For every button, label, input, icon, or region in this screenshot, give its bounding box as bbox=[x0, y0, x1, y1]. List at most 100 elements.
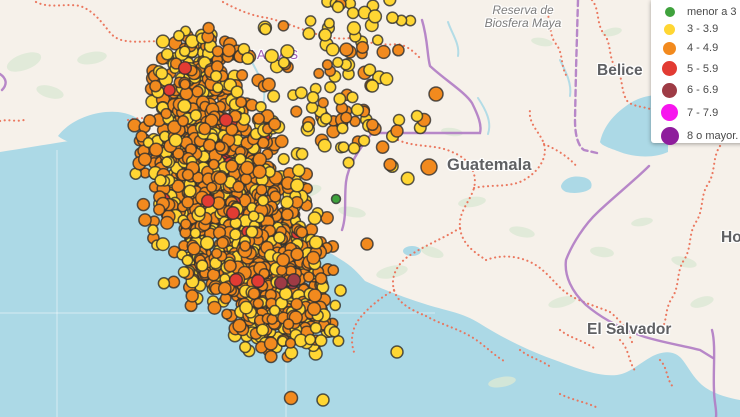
epicenter-dot[interactable] bbox=[339, 42, 354, 57]
epicenter-dot-red[interactable] bbox=[200, 193, 216, 209]
epicenter-dot[interactable] bbox=[360, 237, 374, 251]
epicenter-dot[interactable] bbox=[148, 142, 164, 157]
epicenter-dot[interactable] bbox=[284, 337, 297, 349]
epicenter-dot[interactable] bbox=[181, 168, 195, 181]
epicenter-dot[interactable] bbox=[240, 160, 255, 176]
epicenter-dot[interactable] bbox=[199, 235, 215, 251]
epicenter-dot[interactable] bbox=[263, 336, 278, 351]
epicenter-dot[interactable] bbox=[367, 9, 383, 24]
epicenter-dot[interactable] bbox=[191, 85, 204, 98]
epicenter-dot[interactable] bbox=[173, 29, 185, 42]
guatemala-city-marker[interactable] bbox=[420, 158, 438, 176]
epicenter-dot[interactable] bbox=[329, 299, 342, 312]
epicenter-dot[interactable] bbox=[198, 122, 212, 136]
epicenter-dot[interactable] bbox=[223, 259, 237, 273]
epicenter-dot[interactable] bbox=[261, 77, 276, 92]
epicenter-dot[interactable] bbox=[307, 211, 322, 226]
epicenter-dot-red[interactable] bbox=[177, 60, 193, 76]
epicenter-dot[interactable] bbox=[390, 124, 404, 138]
epicenter-dot[interactable] bbox=[208, 158, 220, 171]
epicenter-dot[interactable] bbox=[383, 0, 397, 7]
epicenter-dot[interactable] bbox=[333, 92, 347, 106]
epicenter-dot[interactable] bbox=[216, 236, 229, 250]
epicenter-dot[interactable] bbox=[306, 250, 321, 265]
epicenter-dot[interactable] bbox=[277, 152, 290, 166]
epicenter-dot[interactable] bbox=[147, 224, 159, 236]
epicenter-dot-red[interactable] bbox=[225, 205, 241, 221]
epicenter-dot[interactable] bbox=[189, 227, 202, 239]
epicenter-dot[interactable] bbox=[153, 203, 166, 216]
epicenter-dot[interactable] bbox=[252, 164, 267, 179]
epicenter-dot[interactable] bbox=[346, 21, 362, 36]
epicenter-dot[interactable] bbox=[160, 47, 174, 61]
epicenter-dot[interactable] bbox=[157, 277, 171, 290]
epicenter-dot[interactable] bbox=[136, 197, 151, 212]
epicenter-dot[interactable] bbox=[252, 152, 267, 167]
epicenter-dot[interactable] bbox=[309, 321, 322, 335]
epicenter-dot[interactable] bbox=[185, 289, 199, 303]
epicenter-dot[interactable] bbox=[323, 17, 335, 29]
epicenter-dot[interactable] bbox=[363, 63, 377, 77]
epicenter-dot[interactable] bbox=[319, 112, 333, 125]
epicenter-dot[interactable] bbox=[337, 141, 350, 153]
epicenter-dot[interactable] bbox=[236, 69, 249, 82]
epicenter-dot[interactable] bbox=[202, 21, 215, 35]
epicenter-dot[interactable] bbox=[247, 210, 260, 222]
epicenter-dot[interactable] bbox=[346, 6, 360, 20]
epicenter-dot-green[interactable] bbox=[330, 193, 342, 205]
epicenter-dot[interactable] bbox=[171, 179, 185, 194]
epicenter-dot[interactable] bbox=[383, 157, 397, 172]
epicenter-dot[interactable] bbox=[268, 117, 282, 131]
epicenter-dot-maroon[interactable] bbox=[286, 272, 302, 288]
epicenter-dot[interactable] bbox=[181, 195, 195, 209]
epicenter-dot[interactable] bbox=[209, 69, 223, 83]
epicenter-dot[interactable] bbox=[306, 91, 320, 104]
epicenter-dot[interactable] bbox=[291, 163, 306, 178]
epicenter-dot[interactable] bbox=[340, 111, 353, 124]
epicenter-dot[interactable] bbox=[306, 301, 322, 317]
epicenter-dot[interactable] bbox=[239, 300, 254, 315]
epicenter-dot[interactable] bbox=[225, 123, 239, 137]
epicenter-dot[interactable] bbox=[257, 194, 270, 207]
epicenter-dot[interactable] bbox=[177, 98, 192, 114]
epicenter-dot[interactable] bbox=[295, 226, 308, 239]
epicenter-dot[interactable] bbox=[282, 318, 295, 330]
epicenter-dot[interactable] bbox=[365, 79, 380, 93]
epicenter-dot[interactable] bbox=[400, 171, 415, 186]
epicenter-dot[interactable] bbox=[230, 85, 244, 99]
epicenter-dot[interactable] bbox=[245, 225, 259, 239]
epicenter-dot[interactable] bbox=[294, 86, 308, 100]
epicenter-dot[interactable] bbox=[302, 27, 316, 41]
epicenter-dot[interactable] bbox=[239, 340, 252, 354]
epicenter-dot[interactable] bbox=[221, 308, 233, 320]
epicenter-dot[interactable] bbox=[252, 297, 264, 310]
epicenter-dot[interactable] bbox=[155, 237, 170, 252]
epicenter-dot[interactable] bbox=[317, 138, 332, 153]
epicenter-dot[interactable] bbox=[308, 235, 324, 250]
epicenter-dot[interactable] bbox=[189, 109, 202, 122]
epicenter-dot[interactable] bbox=[386, 11, 399, 25]
epicenter-dot[interactable] bbox=[371, 34, 384, 46]
epicenter-dot[interactable] bbox=[336, 122, 349, 135]
epicenter-dot[interactable] bbox=[268, 304, 281, 317]
epicenter-dot[interactable] bbox=[428, 86, 444, 102]
epicenter-dot[interactable] bbox=[277, 56, 290, 69]
epicenter-dot[interactable] bbox=[183, 184, 197, 198]
epicenter-dot[interactable] bbox=[232, 318, 247, 333]
epicenter-dot[interactable] bbox=[247, 287, 261, 300]
epicenter-dot[interactable] bbox=[235, 96, 248, 109]
epicenter-dot[interactable] bbox=[180, 218, 192, 230]
epicenter-dot[interactable] bbox=[155, 66, 169, 80]
epicenter-dot[interactable] bbox=[206, 181, 218, 193]
epicenter-dot[interactable] bbox=[290, 297, 304, 311]
epicenter-dot[interactable] bbox=[321, 59, 333, 71]
epicenter-dot[interactable] bbox=[318, 28, 332, 42]
epicenter-dot[interactable] bbox=[255, 183, 268, 196]
epicenter-dot[interactable] bbox=[276, 264, 288, 277]
epicenter-dot[interactable] bbox=[143, 114, 157, 128]
epicenter-dot[interactable] bbox=[255, 100, 267, 113]
epicenter-dot[interactable] bbox=[392, 113, 406, 127]
epicenter-dot[interactable] bbox=[313, 67, 325, 79]
epicenter-dot[interactable] bbox=[241, 51, 255, 66]
epicenter-dot[interactable] bbox=[302, 121, 314, 133]
